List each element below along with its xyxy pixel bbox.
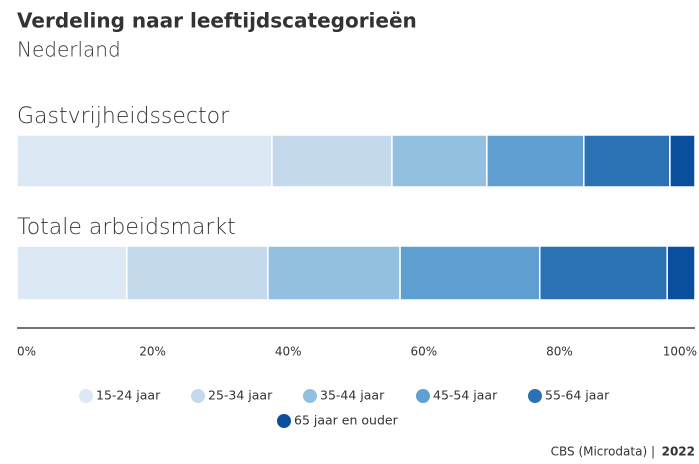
- legend-swatch: [416, 389, 430, 403]
- category-label: Gastvrijheidssector: [17, 104, 230, 129]
- legend-swatch: [79, 389, 93, 403]
- x-tick-label: 60%: [410, 345, 437, 359]
- legend-swatch: [191, 389, 205, 403]
- x-tick-label: 0%: [17, 345, 36, 359]
- bar-segment: [669, 134, 696, 188]
- bar-segment: [267, 245, 401, 301]
- category-label: Totale arbeidsmarkt: [17, 215, 236, 240]
- legend-label: 65 jaar en ouder: [294, 413, 399, 428]
- chart-title: Verdeling naar leeftijdscategorieën: [17, 9, 417, 33]
- chart-subtitle: Nederland: [17, 38, 121, 62]
- x-tick-label: 40%: [275, 345, 302, 359]
- x-tick-label: 100%: [663, 345, 697, 359]
- bar-segment: [538, 245, 668, 301]
- bar-segment: [666, 245, 696, 301]
- bar-segment: [583, 134, 671, 188]
- source: CBS (Microdata) |: [551, 445, 655, 459]
- x-tick-label: 80%: [546, 345, 573, 359]
- bar-segment: [16, 245, 128, 301]
- bar-segment: [271, 134, 393, 188]
- legend-label: 55-64 jaar: [545, 388, 610, 403]
- bar-segment: [486, 134, 585, 188]
- bar-segment: [391, 134, 488, 188]
- legend-swatch: [277, 414, 291, 428]
- source-year: 2022: [662, 445, 695, 459]
- bar-segment: [399, 245, 541, 301]
- legend-label: 35-44 jaar: [320, 388, 385, 403]
- bar-segment: [126, 245, 269, 301]
- legend-swatch: [528, 389, 542, 403]
- bar-segment: [16, 134, 273, 188]
- legend-label: 25-34 jaar: [208, 388, 273, 403]
- legend-label: 15-24 jaar: [96, 388, 161, 403]
- x-tick-label: 20%: [139, 345, 166, 359]
- legend-swatch: [303, 389, 317, 403]
- legend-label: 45-54 jaar: [433, 388, 498, 403]
